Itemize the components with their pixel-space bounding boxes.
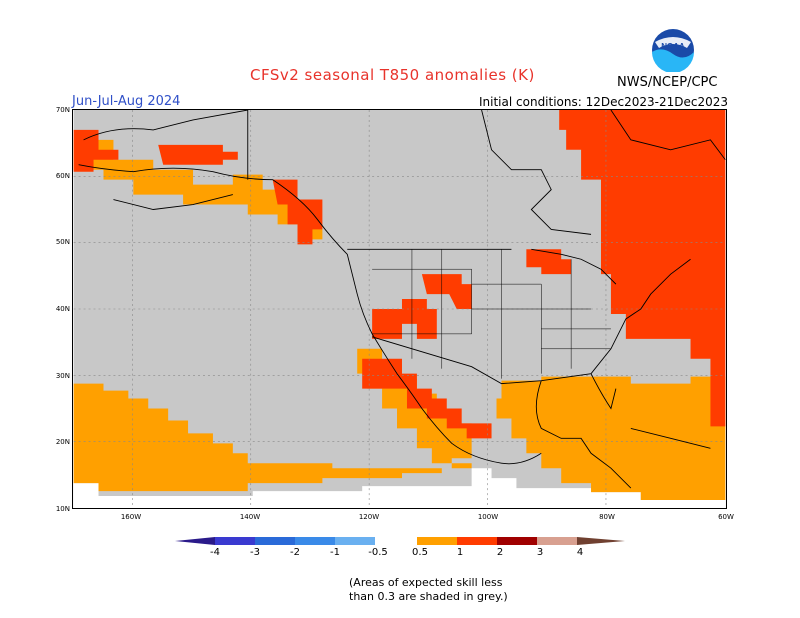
lat-label: 10N xyxy=(55,505,70,513)
colorbar xyxy=(175,537,625,545)
colorbar-label: 3 xyxy=(536,547,544,558)
colorbar-bin xyxy=(215,537,255,545)
bc-coast-hot-area xyxy=(272,179,323,245)
colorbar-bin xyxy=(255,537,295,545)
great-basin-hot-area xyxy=(372,299,437,339)
lat-label: 30N xyxy=(55,372,70,380)
skill-note-line: than 0.3 are shaded in grey.) xyxy=(349,590,508,603)
map-title: CFSv2 seasonal T850 anomalies (K) xyxy=(250,66,535,84)
skill-note: (Areas of expected skill less than 0.3 a… xyxy=(349,576,508,604)
southwest-mexico-hot-area xyxy=(362,358,492,439)
colorbar-label: 2 xyxy=(496,547,504,558)
lon-label: 60W xyxy=(718,513,734,521)
colorbar-label: -1 xyxy=(330,547,340,558)
colorbar-bin xyxy=(537,537,577,545)
initial-conditions: Initial conditions: 12Dec2023-21Dec2023 xyxy=(479,95,728,109)
colorbar-label: -0.5 xyxy=(368,547,388,558)
alaska-west-hot-area xyxy=(73,129,119,172)
gulf-atlantic-warm-area xyxy=(496,376,726,501)
colorbar-label: -3 xyxy=(250,547,260,558)
colorbar-label: 4 xyxy=(576,547,584,558)
colorbar-label: -4 xyxy=(210,547,220,558)
lon-label: 120W xyxy=(358,513,380,521)
grid-lines xyxy=(73,110,726,508)
state-borders xyxy=(372,249,611,379)
colorbar-bin xyxy=(417,537,457,545)
colorbar-bin xyxy=(335,537,375,545)
lon-label: 80W xyxy=(599,513,615,521)
colorbar-label: 1 xyxy=(456,547,464,558)
anomaly-map xyxy=(72,109,727,509)
forecast-period: Jun-Jul-Aug 2024 xyxy=(72,94,181,109)
pacific-warm-area xyxy=(73,383,472,492)
lon-label: 140W xyxy=(239,513,261,521)
colorbar-label: 0.5 xyxy=(412,547,428,558)
agency-label: NWS/NCEP/CPC xyxy=(617,75,718,90)
alaska-warm-area xyxy=(73,139,323,240)
lat-label: 20N xyxy=(55,438,70,446)
colorbar-bin xyxy=(375,537,417,545)
no-data-area xyxy=(73,468,726,508)
colorbar-bin xyxy=(497,537,537,545)
great-lakes-hot-area xyxy=(526,249,572,275)
lon-label: 100W xyxy=(477,513,499,521)
noaa-logo-icon: NOAA xyxy=(652,29,694,72)
lat-label: 40N xyxy=(55,305,70,313)
colorbar-bin xyxy=(295,537,335,545)
colorado-hot-area xyxy=(446,289,472,309)
lat-label: 50N xyxy=(55,238,70,246)
colorbar-label: -2 xyxy=(290,547,300,558)
svg-text:NOAA: NOAA xyxy=(661,42,685,51)
colorbar-bin xyxy=(457,537,497,545)
lat-label: 60N xyxy=(55,172,70,180)
lon-label: 160W xyxy=(120,513,142,521)
colorbar-arrow-low xyxy=(175,537,215,545)
lat-label: 70N xyxy=(55,106,70,114)
bering-hot-area xyxy=(158,144,238,165)
skill-note-line: (Areas of expected skill less xyxy=(349,576,503,589)
colorbar-arrow-high xyxy=(577,537,625,545)
northeast-hot-area xyxy=(559,110,726,427)
